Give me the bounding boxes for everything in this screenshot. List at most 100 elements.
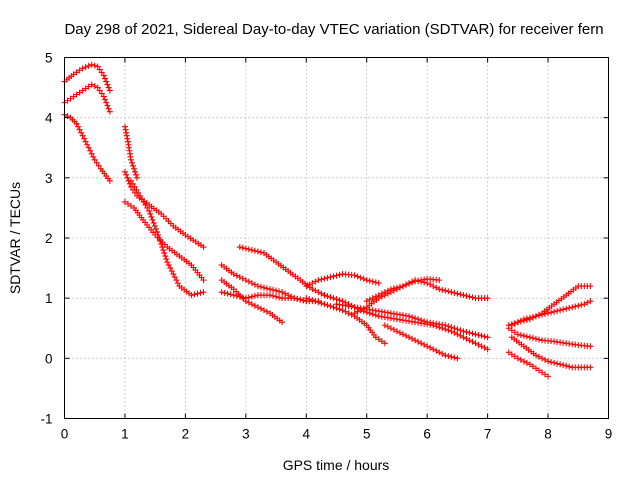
data-point xyxy=(303,283,310,290)
data-point xyxy=(155,231,162,238)
data-point-interp xyxy=(167,265,174,272)
data-point xyxy=(381,322,388,329)
data-point-interp xyxy=(130,162,137,169)
data-point-interp xyxy=(67,95,74,102)
data-point-interp xyxy=(369,278,376,285)
data-point-interp xyxy=(448,353,455,360)
data-point-interp xyxy=(123,129,130,136)
data-point-interp xyxy=(409,335,416,342)
data-point xyxy=(569,304,576,311)
data-point xyxy=(242,295,249,302)
series-track-17 xyxy=(363,275,443,305)
series-track-12 xyxy=(303,271,382,290)
x-axis-label: GPS time / hours xyxy=(283,457,390,473)
y-tick-label: 4 xyxy=(45,111,53,126)
data-point xyxy=(242,277,249,284)
data-point-interp xyxy=(514,319,521,326)
data-point-interp xyxy=(82,85,89,92)
data-point-interp xyxy=(173,277,180,284)
data-point-interp xyxy=(123,132,130,139)
data-point-interp xyxy=(560,306,567,313)
data-point-interp xyxy=(91,62,98,69)
data-point-interp xyxy=(105,105,112,112)
series-track-02 xyxy=(61,81,113,115)
data-point-interp xyxy=(174,280,181,287)
data-point-interp xyxy=(520,332,527,339)
data-point-interp xyxy=(127,202,134,209)
data-point-interp xyxy=(418,317,425,324)
data-point-interp xyxy=(529,363,536,370)
data-point xyxy=(188,292,195,299)
data-point xyxy=(587,283,594,290)
data-point-interp xyxy=(132,168,139,175)
data-point-interp xyxy=(451,289,458,296)
x-tick-label: 3 xyxy=(242,427,250,442)
data-point-interp xyxy=(82,64,89,71)
data-point-interp xyxy=(135,189,142,196)
data-point-interp xyxy=(466,329,473,336)
data-point-interp xyxy=(445,323,452,330)
data-point-interp xyxy=(104,81,111,88)
x-tick-label: 6 xyxy=(423,427,431,442)
data-point-interp xyxy=(433,347,440,354)
data-point-interp xyxy=(98,90,105,97)
axis-ticks: 0 1 2 3 4 5 6 7 8 9 -1 0 1 2 3 4 5 xyxy=(40,51,612,442)
data-point xyxy=(267,286,274,293)
data-point-interp xyxy=(478,343,485,350)
data-point-interp xyxy=(535,336,542,343)
data-point xyxy=(321,292,328,299)
x-tick-label: 2 xyxy=(182,427,190,442)
data-point xyxy=(545,358,552,365)
data-point xyxy=(484,346,491,353)
data-point-interp xyxy=(191,291,198,298)
data-point-interp xyxy=(73,69,80,76)
data-point xyxy=(218,289,225,296)
data-point xyxy=(73,120,80,127)
data-point xyxy=(436,286,443,293)
data-point xyxy=(106,177,113,184)
data-point-interp xyxy=(535,312,542,319)
data-point-interp xyxy=(239,244,246,251)
data-point-interp xyxy=(523,359,530,366)
data-point-interp xyxy=(375,336,382,343)
data-point-interp xyxy=(457,332,464,339)
data-point-interp xyxy=(270,292,277,299)
data-point xyxy=(587,364,594,371)
data-point-interp xyxy=(529,335,536,342)
data-point-interp xyxy=(551,308,558,315)
data-point-interp xyxy=(93,159,100,166)
data-point-interp xyxy=(151,222,158,229)
data-point-interp xyxy=(330,295,337,302)
data-point-interp xyxy=(152,225,159,232)
data-point xyxy=(460,334,467,341)
data-point-interp xyxy=(245,278,252,285)
data-point-interp xyxy=(197,289,204,296)
data-point-interp xyxy=(454,326,461,333)
data-point-interp xyxy=(466,293,473,300)
data-point xyxy=(134,174,141,181)
data-point xyxy=(526,361,533,368)
data-point-interp xyxy=(156,235,163,241)
data-point-interp xyxy=(360,305,367,312)
data-point xyxy=(230,292,237,299)
data-point-interp xyxy=(171,274,178,281)
data-point-interp xyxy=(260,284,267,291)
data-point-interp xyxy=(142,201,149,208)
data-point-interp xyxy=(124,135,131,142)
data-point-interp xyxy=(412,337,419,344)
series-track-05 xyxy=(121,168,207,251)
data-point-interp xyxy=(242,245,249,252)
data-point xyxy=(535,367,542,374)
data-point-interp xyxy=(73,91,80,98)
data-point-interp xyxy=(433,284,440,291)
data-point-interp xyxy=(539,369,546,376)
data-point-interp xyxy=(297,296,304,303)
data-point-interp xyxy=(539,311,546,318)
data-point-interp xyxy=(236,274,243,281)
data-point xyxy=(91,156,98,163)
data-point xyxy=(100,72,107,79)
data-point-interp xyxy=(517,356,524,363)
data-point-interp xyxy=(560,362,567,369)
data-point xyxy=(406,313,413,320)
